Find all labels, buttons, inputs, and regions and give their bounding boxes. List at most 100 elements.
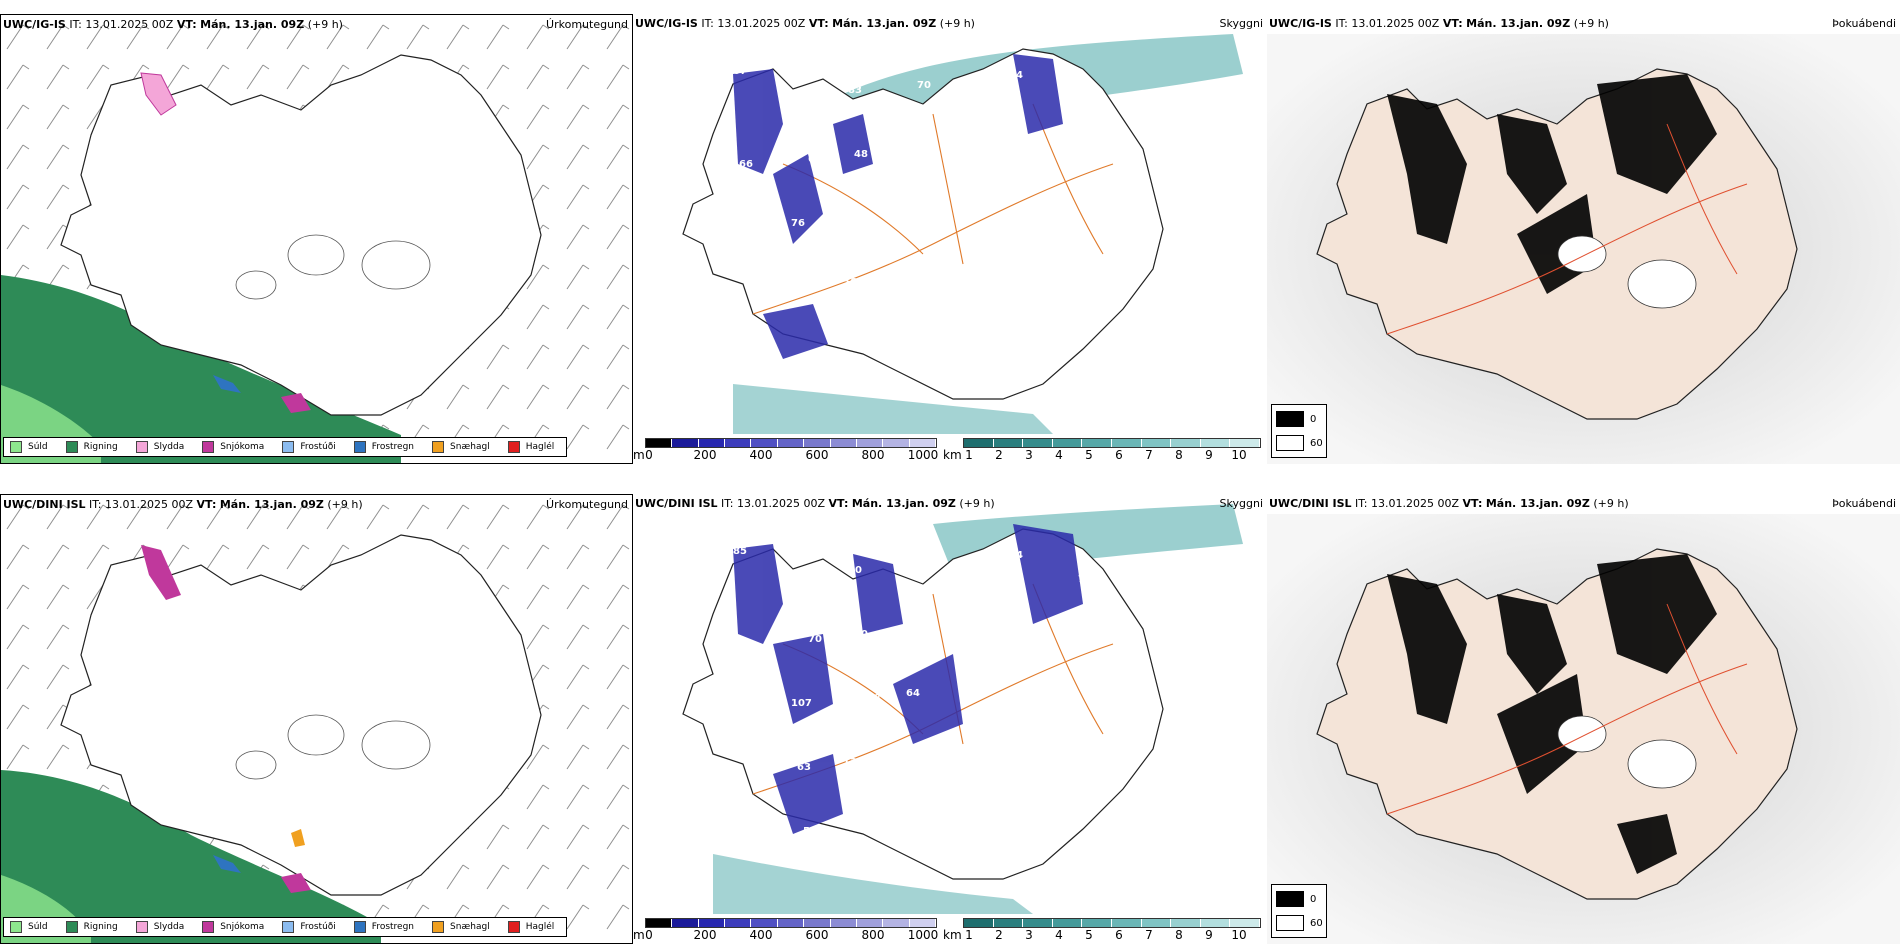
visibility-label: 80 [848, 565, 862, 576]
colorbar-unit: km [943, 928, 962, 942]
fog-legend-item: 0 [1276, 411, 1316, 427]
precip-panel-row2: UWC/DINI ISL IT: 13.01.2025 00Z VT: Mán.… [0, 494, 633, 944]
iceland-outline [60, 54, 542, 416]
visibility-label: 83 [848, 85, 862, 96]
visibility-label: 567 [843, 277, 864, 288]
colorbar-segment [751, 439, 778, 447]
visibility-label: 89 [745, 223, 759, 234]
it-value: 13.01.2025 00Z [737, 497, 826, 510]
it-label: IT: [1335, 17, 1348, 30]
legend-swatch [10, 441, 22, 453]
colorbar-segment [909, 439, 936, 447]
it-value: 13.01.2025 00Z [1371, 497, 1460, 510]
colorbar-tick: 600 [805, 928, 829, 942]
colorbar-segment [964, 919, 994, 927]
colorbar-segment [856, 919, 884, 927]
visibility-label: 512 [803, 826, 824, 837]
legend-item: Rigning [65, 441, 118, 453]
visibility-colorbar-km: km 1 2 3 4 5 6 7 8 9 10 [943, 436, 1267, 464]
colorbar-tick: 5 [1085, 928, 1093, 942]
colorbar-segment [672, 439, 699, 447]
visibility-label: 40 [1084, 158, 1098, 169]
colorbar-unit: m [633, 448, 645, 462]
legend-item: Frostregn [353, 921, 414, 933]
visibility-label: 70 [1015, 163, 1029, 174]
colorbar-tick: 800 [861, 928, 885, 942]
colorbar-segment [777, 439, 805, 447]
fog-panel-row1: UWC/IG-IS IT: 13.01.2025 00Z VT: Mán. 13… [1267, 14, 1900, 464]
colorbar-segment [1052, 439, 1083, 447]
colorbar-tick: 4 [1055, 928, 1063, 942]
visibility-label: 67 [733, 66, 747, 77]
colorbar-tick: 9 [1205, 928, 1213, 942]
visibility-label: 70 [808, 634, 822, 645]
visibility-label: 157 [912, 301, 933, 312]
colorbar-gradient [963, 438, 1261, 448]
lead-time: (+9 h) [1593, 497, 1629, 510]
legend-item: Frostregn [353, 441, 414, 453]
fog-legend-item: 60 [1276, 435, 1323, 451]
it-value: 13.01.2025 00Z [105, 498, 194, 511]
legend-swatch [202, 921, 215, 933]
lead-time: (+9 h) [1573, 17, 1609, 30]
colorbar-gradient [645, 438, 937, 448]
colorbar-segment [725, 919, 752, 927]
visibility-label: 76 [802, 570, 816, 581]
colorbar-segment [1171, 439, 1201, 447]
visibility-label: 90 [854, 629, 868, 640]
visibility-label: 85 [733, 546, 747, 557]
legend-swatch [1276, 891, 1304, 907]
legend-swatch [135, 441, 148, 453]
colorbar-segment [698, 439, 726, 447]
colorbar-unit: km [943, 448, 962, 462]
panel-header: UWC/IG-IS IT: 13.01.2025 00Z VT: Mán. 13… [1269, 16, 1896, 32]
it-value: 13.01.2025 00Z [85, 18, 174, 31]
visibility-label: 188 [860, 693, 881, 704]
panel-header: UWC/IG-IS IT: 13.01.2025 00Z VT: Mán. 13… [3, 17, 628, 33]
legend-swatch [432, 921, 445, 933]
colorbar-tick: 200 [693, 928, 717, 942]
panel-type-label: Úrkomutegund [546, 18, 628, 31]
colorbar-tick: 200 [693, 448, 717, 462]
legend-item: Frostúði [282, 921, 336, 933]
legend-item: Rigning [65, 921, 118, 933]
visibility-map: 67 72 83 70 67 74 68 66 62 48 63 34 70 40 89 76 37 72 78 53… [633, 14, 1267, 464]
precip-legend: Súld Rigning Slydda Snjókoma Frostúði Fr… [3, 917, 568, 937]
fog-map [1267, 494, 1900, 944]
visibility-label: 50 [1067, 222, 1081, 233]
colorbar-segment [804, 439, 831, 447]
legend-swatch [65, 441, 78, 453]
colorbar-segment [1171, 919, 1201, 927]
colorbar-segment [993, 919, 1024, 927]
visibility-label: 68 [1078, 94, 1092, 105]
visibility-label: 107 [791, 698, 812, 709]
visibility-label: 76 [791, 218, 805, 229]
visibility-label: 64 [906, 688, 920, 699]
visibility-labels: 85 76 80 83 63 54 75 78 70 90 79 89 93 226 129 107 188 64… [733, 546, 1105, 861]
visibility-label: 61 [912, 781, 926, 792]
fog-legend: 0 60 [1271, 884, 1327, 938]
vt-value: Mán. 13.jan. 09Z [832, 17, 937, 30]
colorbar-segment [1200, 439, 1231, 447]
it-label: IT: [1355, 497, 1368, 510]
precip-map [1, 495, 632, 943]
colorbar-tick: 400 [749, 448, 773, 462]
panel-header: UWC/IG-IS IT: 13.01.2025 00Z VT: Mán. 13… [635, 16, 1263, 32]
colorbar-segment [1111, 919, 1142, 927]
colorbar-segment [751, 919, 778, 927]
visibility-label: 226 [1084, 638, 1105, 649]
legend-item: Frostúði [282, 441, 336, 453]
legend-swatch [10, 921, 22, 933]
visibility-label: 63 [900, 144, 914, 155]
visibility-map: 85 76 80 83 63 54 75 78 70 90 79 89 93 226 129 107 188 64… [633, 494, 1267, 944]
panel-header: UWC/DINI ISL IT: 13.01.2025 00Z VT: Mán.… [1269, 496, 1896, 512]
it-value: 13.01.2025 00Z [1351, 17, 1440, 30]
visibility-label: 226 [1027, 771, 1048, 782]
colorbar-tick: 7 [1145, 928, 1153, 942]
colorbar-gradient [963, 918, 1261, 928]
colorbar-segment [1082, 439, 1112, 447]
colorbar-tick: 9 [1205, 448, 1213, 462]
legend-item: Súld [10, 441, 48, 453]
panel-type-label: Þokuábendi [1832, 497, 1896, 510]
model-name: UWC/DINI ISL [1269, 497, 1352, 510]
